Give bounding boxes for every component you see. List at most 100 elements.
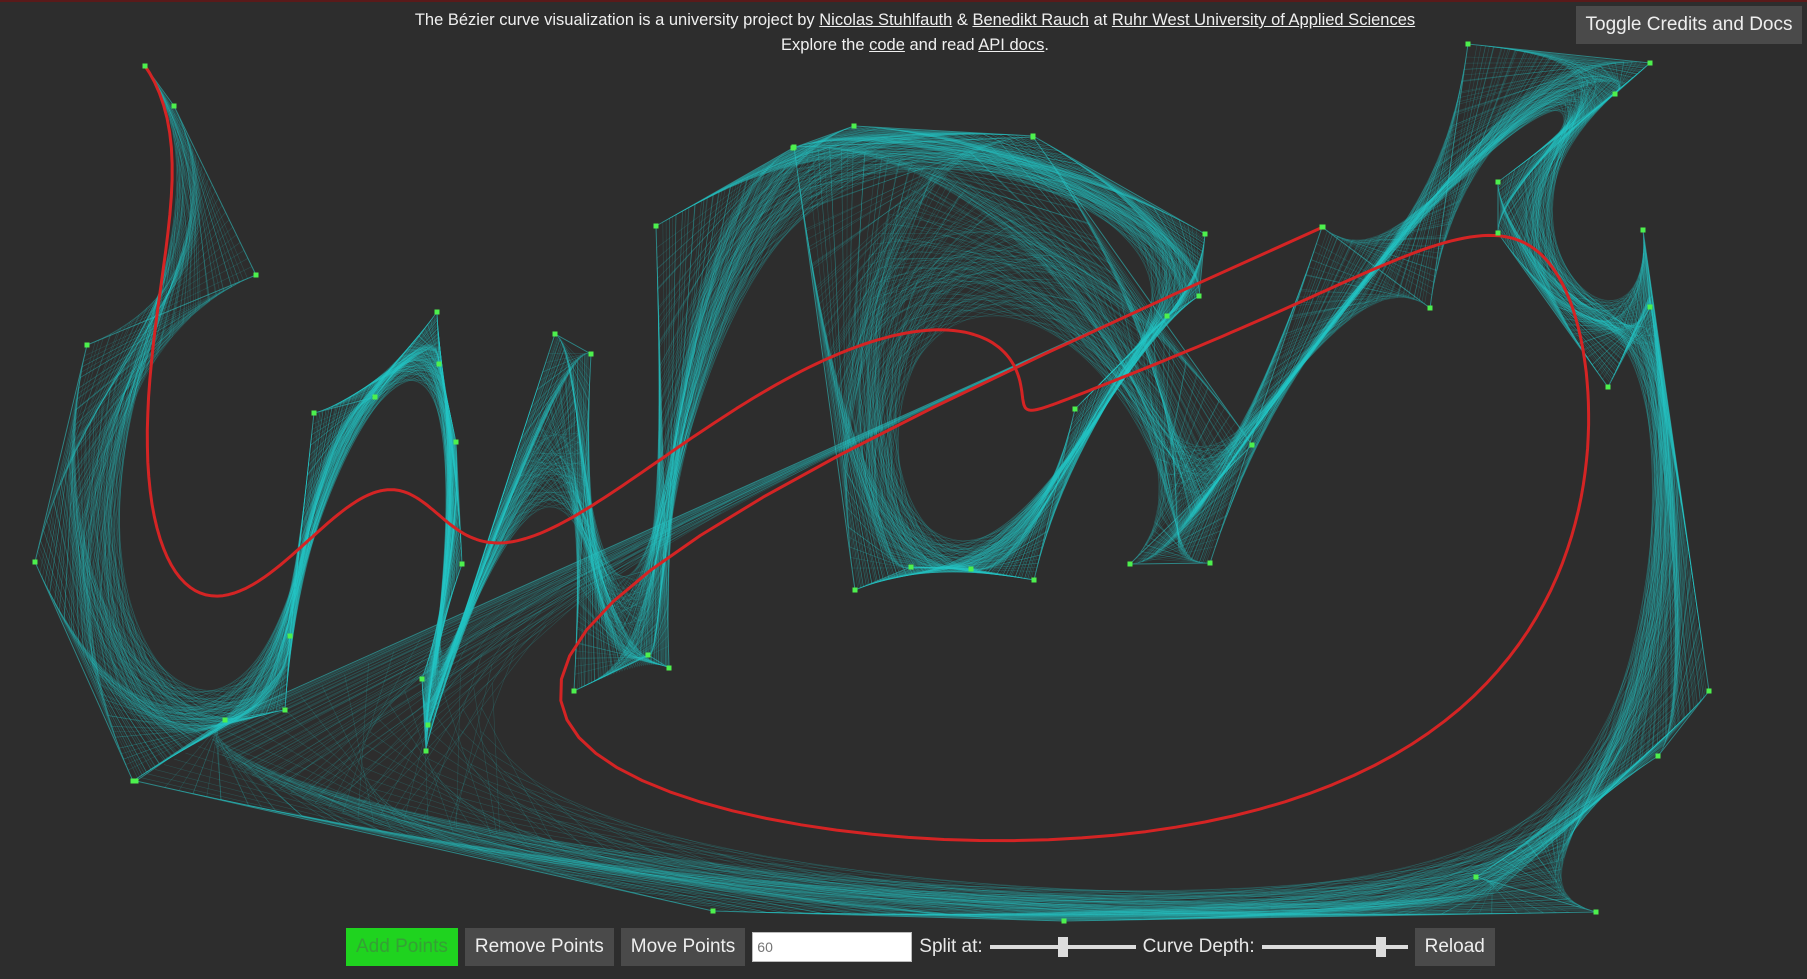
construction-line [100,98,1670,906]
construction-line [46,46,1703,914]
construction-line [68,56,1673,917]
control-point [1320,224,1326,230]
construction-line [211,62,1701,920]
construction-line [116,104,1656,892]
ampersand-text: & [952,11,973,29]
university-link[interactable]: Ruhr West University of Applied Sciences [1111,11,1416,29]
construction-line [70,63,1680,917]
construction-line [108,104,1662,902]
control-point [222,717,228,723]
control-point [1647,304,1653,310]
control-point [171,103,177,109]
toggle-credits-button[interactable]: Toggle Credits and Docs [1576,6,1802,44]
construction-line [83,77,1678,916]
control-point [459,561,465,567]
control-point [1706,688,1712,694]
construction-line [68,57,1674,917]
control-point [1207,560,1213,566]
construction-line [63,49,1691,915]
credits-line-2: Explore the code and read API docs. [290,33,1540,58]
construction-line [71,51,1684,916]
move-points-button[interactable]: Move Points [620,928,746,966]
construction-line [109,102,1656,899]
split-label: Split at: [919,936,983,957]
period-text: . [1044,36,1049,54]
construction-line [93,80,1678,915]
curve-depth-slider[interactable] [1261,932,1408,962]
construction-line [77,61,1667,898]
construction-line [74,59,1669,914]
construction-line [97,88,1664,907]
and-read-text: and read [904,36,979,54]
construction-line [76,78,1678,916]
construction-line [91,80,1676,915]
control-point [1612,91,1618,97]
control-point [1473,874,1479,880]
control-point [1061,918,1067,924]
construction-line [40,61,1704,921]
construction-line [97,88,1662,906]
construction-line [74,54,1675,914]
author-link-1[interactable]: Nicolas Stuhlfauth [819,11,953,29]
split-slider-thumb[interactable] [1057,937,1068,957]
point-count-input[interactable] [752,932,913,962]
construction-line [74,67,1681,917]
construction-line [80,66,1665,900]
construction-line [43,61,1700,920]
construction-line [68,58,1676,917]
code-link[interactable]: code [869,36,905,54]
construction-line [113,98,1661,900]
construction-line [73,57,1668,914]
control-point [571,688,577,694]
construction-line [108,99,1655,899]
construction-line [74,58,1667,914]
construction-line [69,60,1678,917]
control-point [968,566,974,572]
add-points-button[interactable]: Add Points [346,928,458,966]
construction-line [105,96,1667,904]
split-slider[interactable] [989,932,1136,962]
construction-line [84,76,1678,916]
construction-line [49,46,1701,919]
construction-line [114,109,1656,897]
api-docs-link[interactable]: API docs [978,36,1045,54]
construction-line [70,51,1685,915]
construction-line [68,50,1688,915]
author-link-2[interactable]: Benedikt Rauch [972,11,1089,29]
control-point [653,223,659,229]
construction-line [82,73,1680,917]
control-point [287,633,293,639]
construction-line [108,95,1665,900]
construction-line [49,46,1701,883]
control-point [1164,313,1170,319]
construction-line [77,79,1679,915]
reload-button[interactable]: Reload [1414,928,1495,966]
control-point [434,309,440,315]
construction-line [105,95,1660,901]
curve-depth-slider-thumb[interactable] [1376,937,1387,957]
construction-line [89,82,1676,913]
construction-line [92,88,1674,911]
construction-line [59,48,1695,917]
construction-line [85,79,1677,915]
construction-line [104,88,1665,908]
construction-line [76,69,1681,917]
control-point [588,351,594,357]
construction-line [96,94,1672,909]
construction-line [76,61,1668,912]
construction-line [76,76,1679,916]
construction-line [123,95,1672,908]
construction-line [111,100,1662,901]
at-text: at [1088,11,1112,29]
control-point [1655,753,1661,759]
remove-points-button[interactable]: Remove Points [464,928,614,966]
control-point [1495,230,1501,236]
construction-line [78,70,1681,917]
construction-line [99,84,1665,907]
control-point [133,778,139,784]
construction-line [98,94,1671,908]
construction-line [84,79,1676,914]
construction-line [38,61,1705,921]
credits-line-1: The Bézier curve visualization is a univ… [290,8,1540,33]
